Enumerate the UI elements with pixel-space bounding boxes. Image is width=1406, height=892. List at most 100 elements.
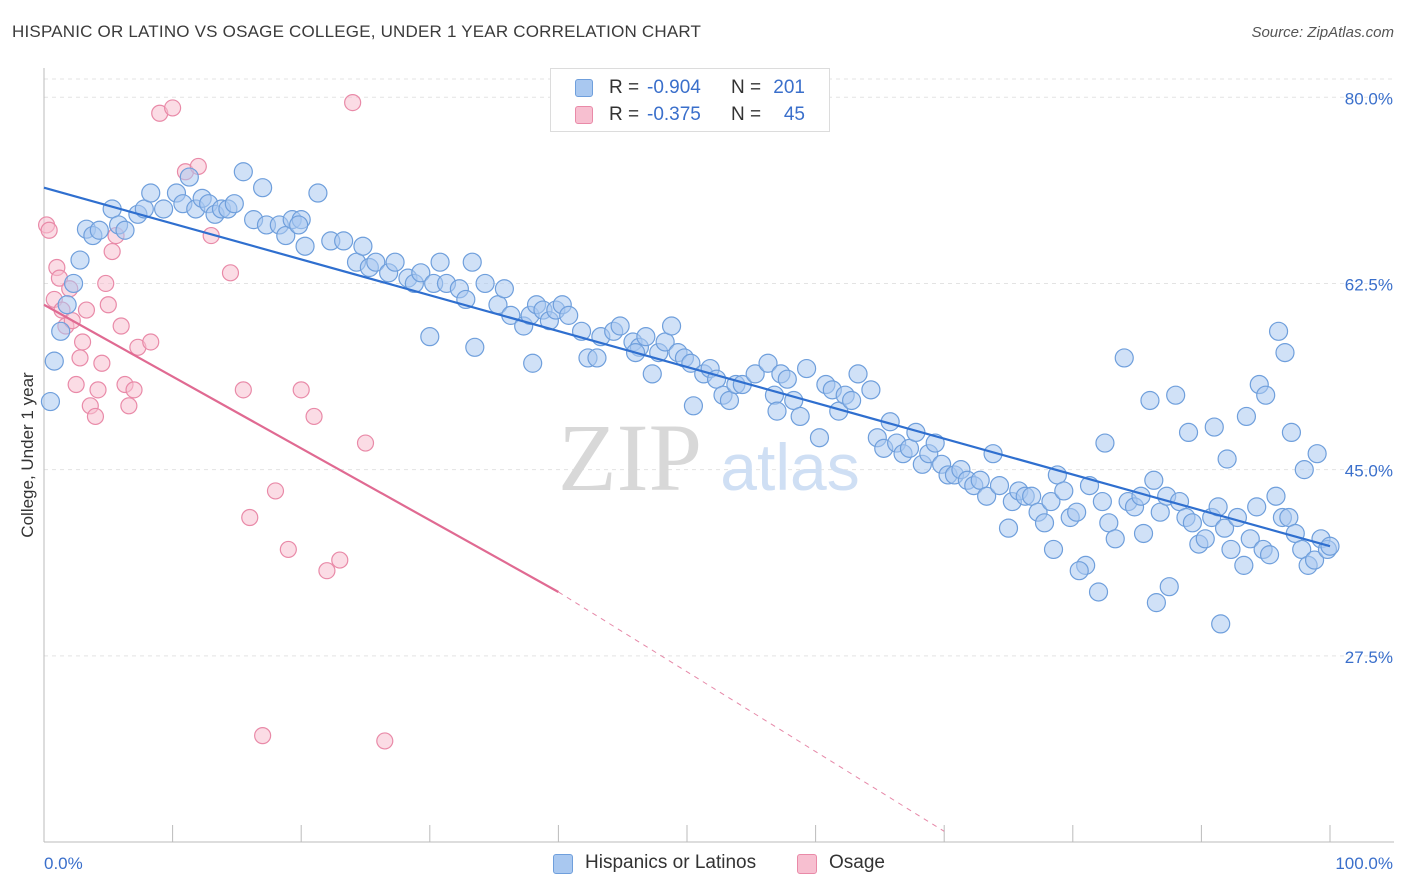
hispanic-point bbox=[790, 406, 810, 427]
hispanic-point bbox=[1285, 523, 1305, 544]
hispanic-point bbox=[1041, 491, 1061, 512]
hispanic-point bbox=[1067, 502, 1087, 522]
hispanic-point bbox=[1178, 422, 1199, 443]
hispanic-point bbox=[462, 252, 482, 272]
hispanic-point bbox=[1043, 539, 1064, 560]
osage-swatch bbox=[575, 106, 593, 124]
osage-point bbox=[86, 407, 105, 426]
r-label: R = bbox=[609, 77, 640, 98]
hispanic-point bbox=[334, 231, 354, 251]
hispanic-point bbox=[411, 263, 431, 283]
osage-point bbox=[266, 482, 285, 500]
chart-title: HISPANIC OR LATINO VS OSAGE COLLEGE, UND… bbox=[12, 22, 702, 41]
correlation-legend: R = -0.904 N = 201 R = -0.375 N = 45 bbox=[550, 68, 830, 132]
hispanic-point bbox=[1217, 449, 1237, 469]
osage-point bbox=[142, 333, 160, 351]
hispanic-swatch bbox=[553, 854, 573, 874]
hispanic-point bbox=[1034, 513, 1055, 533]
hispanic-point bbox=[465, 337, 485, 357]
hispanic-point bbox=[745, 364, 765, 384]
osage-point bbox=[77, 301, 96, 319]
hispanic-point bbox=[1268, 321, 1289, 341]
hispanic-point bbox=[1294, 460, 1314, 480]
osage-point bbox=[221, 264, 240, 282]
hispanic-point bbox=[1166, 385, 1186, 405]
hispanic-point bbox=[848, 364, 868, 384]
watermark: ZIP atlas bbox=[558, 404, 860, 511]
n-value: 45 bbox=[783, 104, 805, 125]
hispanic-point bbox=[1054, 481, 1074, 501]
hispanic-point bbox=[1088, 582, 1109, 602]
hispanic-point bbox=[1279, 507, 1299, 528]
y-tick-label: 62.5% bbox=[1345, 275, 1393, 294]
osage-points bbox=[37, 93, 394, 750]
hispanic-point bbox=[636, 327, 656, 347]
hispanic-point bbox=[1211, 614, 1231, 634]
hispanic-point bbox=[1159, 577, 1179, 597]
osage-point bbox=[279, 540, 297, 559]
hispanic-point bbox=[1099, 513, 1119, 533]
hispanic-point bbox=[40, 391, 61, 412]
hispanic-swatch bbox=[575, 79, 593, 97]
hispanic-point bbox=[559, 305, 579, 325]
hispanic-trend-line bbox=[43, 186, 1331, 548]
y-tick-label: 45.0% bbox=[1345, 462, 1393, 481]
svg-text:atlas: atlas bbox=[720, 430, 859, 504]
osage-point bbox=[318, 562, 336, 580]
hispanic-point bbox=[1304, 550, 1325, 570]
hispanic-point bbox=[1144, 470, 1164, 490]
osage-point bbox=[99, 296, 117, 314]
osage-point bbox=[125, 381, 143, 399]
hispanic-point bbox=[1234, 555, 1254, 575]
hispanic-point bbox=[63, 273, 84, 294]
osage-point bbox=[292, 381, 310, 399]
hispanic-point bbox=[57, 295, 77, 315]
y-tick-label: 27.5% bbox=[1345, 648, 1393, 667]
hispanic-point bbox=[1114, 348, 1134, 368]
hispanic-point bbox=[1240, 529, 1260, 549]
osage-point bbox=[376, 732, 394, 750]
hispanic-point bbox=[1204, 417, 1224, 437]
osage-point bbox=[97, 274, 115, 293]
hispanic-point bbox=[796, 358, 817, 379]
hispanic-point bbox=[1227, 507, 1248, 528]
osage-trend-extension bbox=[558, 591, 945, 832]
n-label: N = bbox=[731, 77, 762, 98]
osage-point bbox=[344, 93, 362, 112]
hispanic-point bbox=[1092, 491, 1112, 512]
hispanic-point bbox=[494, 279, 514, 299]
osage-point bbox=[112, 317, 130, 335]
hispanic-point bbox=[1140, 390, 1160, 411]
hispanic-point bbox=[1214, 518, 1235, 538]
osage-point bbox=[305, 407, 323, 426]
hispanic-point bbox=[1146, 593, 1166, 613]
hispanic-point bbox=[89, 220, 109, 240]
hispanic-point bbox=[295, 236, 315, 256]
hispanic-point bbox=[587, 348, 607, 368]
osage-point bbox=[40, 221, 58, 239]
hispanic-point bbox=[1259, 545, 1280, 565]
hispanic-point bbox=[1307, 444, 1327, 464]
tick-labels: 27.5% 45.0% 62.5% 80.0% 0.0% 100.0% bbox=[44, 89, 1393, 873]
hispanic-point bbox=[366, 252, 386, 272]
osage-point bbox=[241, 508, 259, 527]
hispanic-point bbox=[1275, 343, 1295, 363]
hispanic-point bbox=[861, 380, 881, 400]
osage-point bbox=[254, 727, 272, 745]
hispanic-point bbox=[1095, 433, 1115, 453]
legend-label: Osage bbox=[829, 852, 885, 873]
hispanic-point bbox=[353, 236, 373, 256]
hispanic-point bbox=[253, 178, 273, 198]
hispanic-point bbox=[683, 396, 704, 416]
hispanic-point bbox=[179, 167, 199, 187]
hispanic-point bbox=[44, 351, 64, 371]
osage-point bbox=[164, 99, 182, 117]
osage-point bbox=[234, 381, 252, 399]
hispanic-point bbox=[224, 194, 244, 214]
hispanic-point bbox=[385, 252, 405, 272]
osage-point bbox=[103, 242, 121, 261]
hispanic-point bbox=[899, 438, 920, 458]
legend-label: Hispanics or Latinos bbox=[585, 852, 757, 873]
hispanic-point bbox=[998, 518, 1019, 538]
osage-point bbox=[89, 381, 107, 399]
